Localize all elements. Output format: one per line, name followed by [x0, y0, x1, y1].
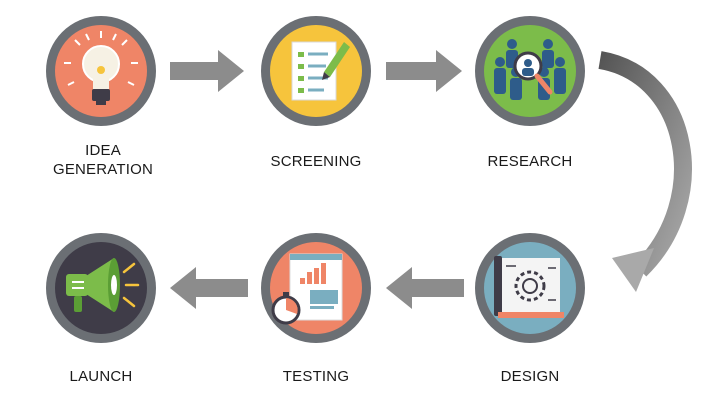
stage-research — [475, 16, 585, 126]
magnifier-people-icon — [494, 39, 566, 100]
arrow-testing-to-launch — [170, 267, 248, 309]
stage-label-research: RESEARCH — [487, 153, 573, 170]
stage-testing — [261, 233, 371, 343]
stage-screening — [261, 16, 371, 126]
stage-label-launch: LAUNCH — [69, 368, 133, 385]
stage-label-testing: TESTING — [282, 368, 350, 385]
stage-label-screening: SCREENING — [270, 153, 362, 170]
blueprint-gear-icon — [494, 256, 564, 318]
stage-label-design: DESIGN — [500, 368, 560, 385]
lightbulb-icon — [64, 31, 138, 105]
stage-idea-generation — [46, 16, 156, 126]
stopwatch-chart-icon — [271, 253, 343, 325]
stage-design — [475, 233, 585, 343]
arrow-research-to-design — [598, 51, 692, 292]
arrow-screening-to-research — [386, 50, 462, 92]
checklist-icon — [291, 41, 350, 101]
stage-label-idea-generation: IDEA GENERATION — [41, 141, 165, 179]
stage-launch — [46, 233, 156, 343]
arrow-idea-to-screening — [170, 50, 244, 92]
stage-label-idea-line2: GENERATION — [52, 161, 154, 178]
stage-label-idea-line1: IDEA — [85, 142, 121, 159]
megaphone-icon — [66, 258, 140, 312]
arrow-design-to-testing — [386, 267, 464, 309]
